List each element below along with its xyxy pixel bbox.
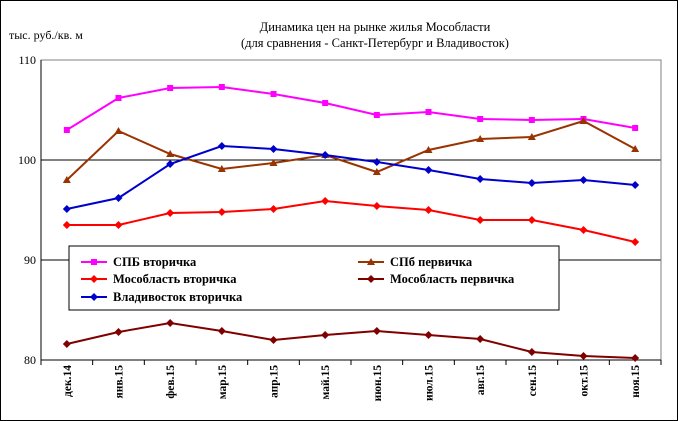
data-point-1 [579,117,588,124]
data-point-0 [167,85,174,91]
data-point-3 [166,319,175,327]
data-point-2 [424,206,433,214]
legend-label: Владивосток вторичка [113,290,243,304]
x-tick-label: авг.15 [475,365,487,396]
data-point-3 [424,331,433,339]
data-point-1 [269,159,278,166]
data-point-3 [476,335,485,343]
data-point-4 [476,175,485,183]
x-tick-label: ноя.15 [630,365,642,398]
data-point-3 [217,327,226,335]
legend-label: СПб первичка [390,255,473,269]
data-point-4 [62,205,71,213]
plot-area [41,60,661,360]
data-point-1 [476,135,485,142]
data-point-0 [218,84,225,90]
legend-label: Мособласть первичка [390,272,515,286]
y-tick-label: 110 [18,53,36,67]
x-tick-label: апр.15 [269,365,281,398]
y-tick-label: 80 [24,353,36,367]
data-point-4 [579,176,588,184]
data-point-1 [372,168,381,175]
data-point-1 [62,176,71,183]
y-tick-label: 100 [18,153,36,167]
data-point-2 [166,209,175,217]
data-point-2 [114,221,123,229]
y-axis-label: тыс. руб./кв. м [9,28,83,42]
data-point-3 [372,327,381,335]
data-point-1 [166,150,175,157]
legend-box [68,245,560,311]
data-point-3 [631,354,640,362]
x-tick-label: май.15 [320,365,332,400]
x-tick-label: сен.15 [527,365,539,397]
x-tick-label: дек.14 [62,365,74,397]
data-point-0 [270,91,277,97]
data-point-4 [527,179,536,187]
series-line-1 [66,119,636,181]
data-point-1 [527,133,536,140]
data-point-0 [528,117,535,123]
x-tick-label: янв.15 [114,365,126,399]
series-group [62,84,640,362]
data-point-1 [424,146,433,153]
data-point-4 [166,160,175,168]
data-point-4 [631,181,640,189]
series-line-0 [66,85,636,131]
legend: СПБ вторичка СПб первичка Мособласть втори… [68,245,560,311]
data-point-0 [425,109,432,115]
data-point-2 [579,226,588,234]
data-point-1 [114,127,123,134]
data-point-0 [322,100,329,106]
series-line-2 [66,199,636,243]
x-tick-label: окт.15 [579,365,591,397]
data-point-1 [217,165,226,172]
data-point-2 [631,238,640,246]
data-point-0 [115,95,122,101]
axes: 80 90 100 110 дек.14 янв.15 фев.15 мар.15 апр.15… [18,53,662,402]
chart-title: Динамика цен на рынке жилья Мособласти [260,20,491,34]
legend-label: Мособласть вторичка [113,272,237,286]
data-point-3 [62,340,71,348]
data-point-3 [579,352,588,360]
data-point-4 [269,145,278,153]
data-point-4 [372,158,381,166]
data-point-0 [477,116,484,122]
legend-marker [90,293,98,301]
legend-label: СПБ вторичка [113,255,197,269]
data-point-2 [217,208,226,216]
legend-marker [90,275,98,283]
data-point-0 [632,125,639,131]
data-point-2 [321,197,330,205]
data-point-2 [527,216,536,224]
data-point-1 [631,145,640,152]
data-point-3 [269,336,278,344]
data-point-4 [424,166,433,174]
data-point-2 [372,202,381,210]
chart-subtitle: (для сравнения - Санкт-Петербург и Влади… [241,36,509,50]
data-point-4 [217,142,226,150]
data-point-2 [62,221,71,229]
data-point-2 [269,205,278,213]
x-tick-label: мар.15 [217,365,229,400]
x-tick-label: июл.15 [424,365,436,401]
legend-marker [367,275,375,283]
x-tick-label: июн.15 [372,365,384,402]
legend-marker [367,258,375,265]
data-point-3 [527,348,536,356]
x-tick-label: фев.15 [165,365,177,399]
y-tick-label: 90 [24,253,36,267]
data-point-4 [114,194,123,202]
data-point-2 [476,216,485,224]
series-line-4 [66,144,636,210]
series-line-3 [66,321,636,359]
data-point-3 [321,331,330,339]
data-point-0 [63,127,70,133]
data-point-4 [321,151,330,159]
data-point-3 [114,328,123,336]
legend-marker [91,259,97,265]
data-point-0 [373,112,380,118]
